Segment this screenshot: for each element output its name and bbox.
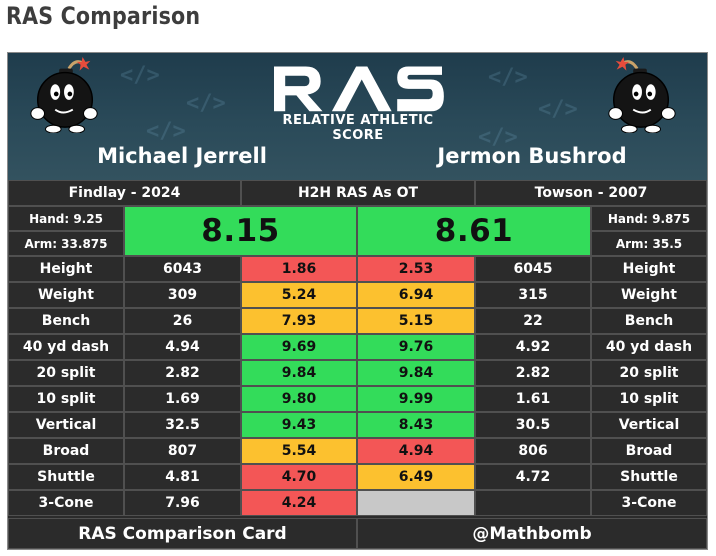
right-metric-value: 6045 <box>475 256 591 282</box>
right-ras-score: 8.61 <box>357 206 591 256</box>
table-row: 40 yd dash 4.94 9.69 9.76 4.92 40 yd dash <box>8 334 707 360</box>
left-metric-score: 1.86 <box>241 256 357 282</box>
code-bracket-icon: </> <box>120 63 160 88</box>
right-metric-label: Weight <box>591 282 707 308</box>
bomb-mascot-icon <box>608 56 676 133</box>
right-metric-label: 20 split <box>591 360 707 386</box>
code-bracket-icon: </> <box>538 97 578 122</box>
right-metric-score: 4.94 <box>357 438 475 464</box>
left-metric-value: 6043 <box>124 256 241 282</box>
table-row: 10 split 1.69 9.80 9.99 1.61 10 split <box>8 386 707 412</box>
left-metric-label: Vertical <box>8 412 124 438</box>
footer-author-handle: @Mathbomb <box>357 518 707 549</box>
right-metric-label: Bench <box>591 308 707 334</box>
right-metric-score: 8.43 <box>357 412 475 438</box>
left-metric-score: 4.24 <box>241 490 357 516</box>
bomb-mascot-icon <box>30 56 98 133</box>
left-metric-value: 807 <box>124 438 241 464</box>
right-metric-value: 30.5 <box>475 412 591 438</box>
left-metric-label: 3-Cone <box>8 490 124 516</box>
left-metric-value: 7.96 <box>124 490 241 516</box>
right-metric-value: 2.82 <box>475 360 591 386</box>
right-metric-label: 10 split <box>591 386 707 412</box>
left-metric-score: 9.43 <box>241 412 357 438</box>
left-metric-score: 4.70 <box>241 464 357 490</box>
left-metric-score: 7.93 <box>241 308 357 334</box>
left-metric-value: 2.82 <box>124 360 241 386</box>
left-metric-label: 20 split <box>8 360 124 386</box>
left-metric-label: Bench <box>8 308 124 334</box>
table-row: Vertical 32.5 9.43 8.43 30.5 Vertical <box>8 412 707 438</box>
left-metric-label: 10 split <box>8 386 124 412</box>
right-player-name: Jermon Bushrod <box>437 144 627 168</box>
left-metric-score: 9.69 <box>241 334 357 360</box>
left-metric-value: 309 <box>124 282 241 308</box>
page-title: RAS Comparison <box>6 2 201 30</box>
code-bracket-icon: </> <box>186 91 226 116</box>
ras-logo-icon <box>274 66 444 112</box>
left-hand-size: Hand: 9.25 <box>8 206 124 231</box>
ras-comparison-card: </> </> </> </> </> </> <box>7 52 708 550</box>
right-metric-label: Shuttle <box>591 464 707 490</box>
left-metric-value: 4.81 <box>124 464 241 490</box>
left-metric-label: Shuttle <box>8 464 124 490</box>
table-row: Broad 807 5.54 4.94 806 Broad <box>8 438 707 464</box>
right-metric-label: Vertical <box>591 412 707 438</box>
left-metric-score: 9.80 <box>241 386 357 412</box>
table-row: Bench 26 7.93 5.15 22 Bench <box>8 308 707 334</box>
right-metric-label: 3-Cone <box>591 490 707 516</box>
table-row: Weight 309 5.24 6.94 315 Weight <box>8 282 707 308</box>
right-metric-score <box>357 490 475 516</box>
footer-card-label: RAS Comparison Card <box>8 518 357 549</box>
right-metric-score: 5.15 <box>357 308 475 334</box>
right-school-year: Towson - 2007 <box>475 180 707 206</box>
right-metric-score: 2.53 <box>357 256 475 282</box>
right-hand-size: Hand: 9.875 <box>591 206 707 231</box>
table-row: Height 6043 1.86 2.53 6045 Height <box>8 256 707 282</box>
left-ras-score: 8.15 <box>124 206 357 256</box>
right-metric-score: 9.99 <box>357 386 475 412</box>
left-arm-length: Arm: 33.875 <box>8 231 124 256</box>
ras-logo-subtitle: RELATIVE ATHLETIC SCORE <box>282 113 434 143</box>
banner: </> </> </> </> </> </> <box>8 53 707 180</box>
code-bracket-icon: </> <box>146 119 186 144</box>
left-metric-score: 5.24 <box>241 282 357 308</box>
left-metric-score: 5.54 <box>241 438 357 464</box>
right-metric-value: 4.92 <box>475 334 591 360</box>
right-metric-score: 9.76 <box>357 334 475 360</box>
right-arm-length: Arm: 35.5 <box>591 231 707 256</box>
right-metric-value: 315 <box>475 282 591 308</box>
left-metric-score: 9.84 <box>241 360 357 386</box>
left-metric-value: 4.94 <box>124 334 241 360</box>
right-metric-label: Broad <box>591 438 707 464</box>
left-metric-label: Broad <box>8 438 124 464</box>
right-metric-value: 4.72 <box>475 464 591 490</box>
table-row: 3-Cone 7.96 4.24 3-Cone <box>8 490 707 516</box>
left-metric-label: 40 yd dash <box>8 334 124 360</box>
h2h-label: H2H RAS As OT <box>241 180 475 206</box>
right-metric-value: 22 <box>475 308 591 334</box>
left-metric-value: 32.5 <box>124 412 241 438</box>
left-metric-value: 26 <box>124 308 241 334</box>
table-row: Shuttle 4.81 4.70 6.49 4.72 Shuttle <box>8 464 707 490</box>
left-player-name: Michael Jerrell <box>97 144 267 168</box>
left-metric-label: Height <box>8 256 124 282</box>
right-metric-value <box>475 490 591 516</box>
left-metric-value: 1.69 <box>124 386 241 412</box>
code-bracket-icon: </> <box>488 65 528 90</box>
right-metric-score: 6.49 <box>357 464 475 490</box>
right-metric-label: 40 yd dash <box>591 334 707 360</box>
right-metric-score: 9.84 <box>357 360 475 386</box>
right-metric-value: 1.61 <box>475 386 591 412</box>
ras-logo <box>258 59 458 139</box>
right-metric-label: Height <box>591 256 707 282</box>
left-school-year: Findlay - 2024 <box>8 180 241 206</box>
left-metric-label: Weight <box>8 282 124 308</box>
code-bracket-icon: </> <box>478 125 518 150</box>
table-row: 20 split 2.82 9.84 9.84 2.82 20 split <box>8 360 707 386</box>
right-metric-value: 806 <box>475 438 591 464</box>
right-metric-score: 6.94 <box>357 282 475 308</box>
